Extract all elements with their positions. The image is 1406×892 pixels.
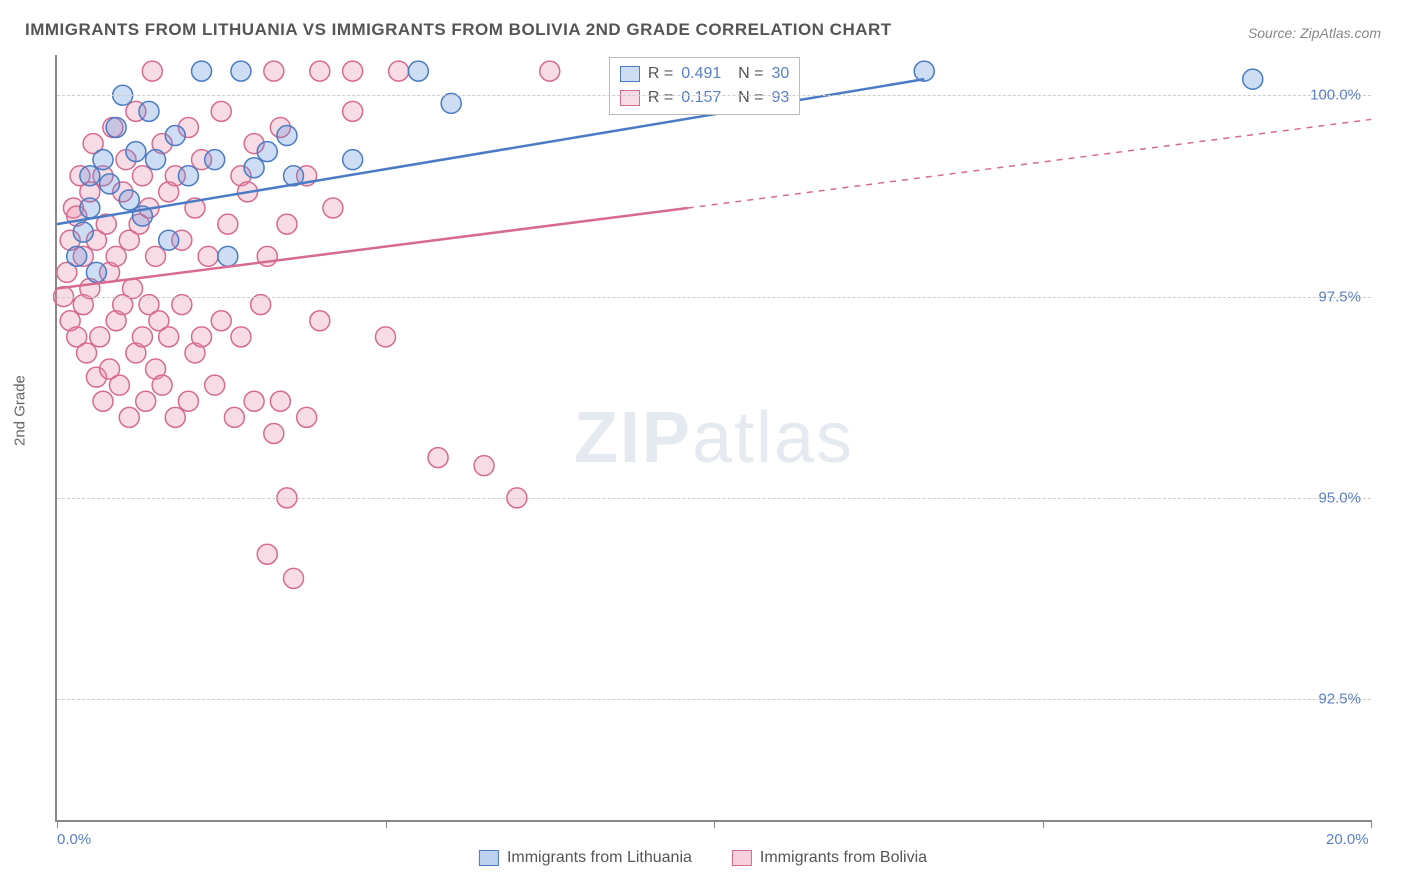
correlation-legend: R = 0.491 N = 30 R = 0.157 N = 93: [609, 57, 800, 115]
legend-n-value-bolivia: 93: [772, 89, 790, 107]
bottom-swatch-lithuania: [479, 850, 499, 866]
y-tick-label: 97.5%: [1318, 288, 1361, 305]
x-tick-label: 0.0%: [57, 831, 91, 848]
y-tick-label: 92.5%: [1318, 691, 1361, 708]
legend-n-value-lithuania: 30: [772, 65, 790, 83]
y-tick-label: 95.0%: [1318, 489, 1361, 506]
chart-container: IMMIGRANTS FROM LITHUANIA VS IMMIGRANTS …: [0, 0, 1406, 892]
legend-n-label: N =: [729, 89, 763, 107]
legend-row-lithuania: R = 0.491 N = 30: [620, 62, 789, 86]
bottom-legend-lithuania: Immigrants from Lithuania: [479, 849, 692, 867]
legend-r-label: R =: [648, 65, 673, 83]
bottom-label-lithuania: Immigrants from Lithuania: [507, 849, 692, 867]
legend-r-value-bolivia: 0.157: [681, 89, 721, 107]
bottom-legend: Immigrants from Lithuania Immigrants fro…: [479, 849, 927, 867]
bottom-legend-bolivia: Immigrants from Bolivia: [732, 849, 927, 867]
legend-r-value-lithuania: 0.491: [681, 65, 721, 83]
source-label: Source: ZipAtlas.com: [1248, 25, 1381, 41]
y-tick-label: 100.0%: [1310, 87, 1361, 104]
legend-row-bolivia: R = 0.157 N = 93: [620, 86, 789, 110]
bottom-label-bolivia: Immigrants from Bolivia: [760, 849, 927, 867]
legend-r-label: R =: [648, 89, 673, 107]
chart-title: IMMIGRANTS FROM LITHUANIA VS IMMIGRANTS …: [25, 20, 892, 40]
y-axis-title: 2nd Grade: [12, 375, 29, 446]
legend-swatch-lithuania: [620, 66, 640, 82]
legend-swatch-bolivia: [620, 90, 640, 106]
x-tick-label: 20.0%: [1326, 831, 1369, 848]
plot-area: ZIPatlas R = 0.491 N = 30 R = 0.157 N = …: [55, 55, 1371, 822]
bottom-swatch-bolivia: [732, 850, 752, 866]
plot-svg: [57, 55, 1371, 820]
legend-n-label: N =: [729, 65, 763, 83]
